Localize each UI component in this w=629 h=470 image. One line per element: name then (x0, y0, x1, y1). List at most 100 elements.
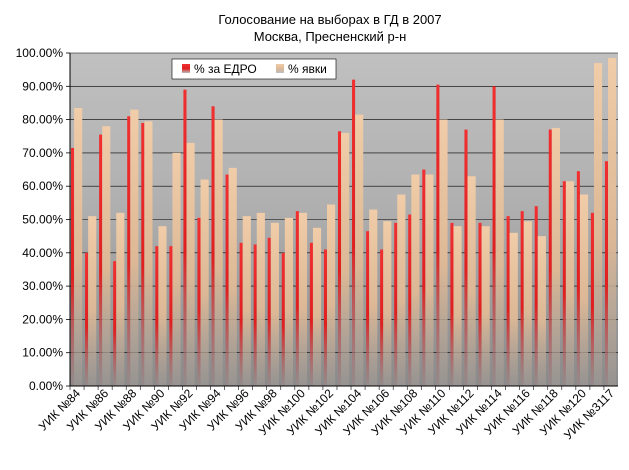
bar-edro (281, 252, 285, 386)
bar-edro (211, 106, 215, 386)
bar-turnout (481, 226, 490, 386)
bar-edro (309, 242, 313, 386)
bar-turnout (270, 222, 279, 386)
bar-edro (323, 249, 328, 386)
bar-turnout (608, 57, 617, 387)
bar-turnout (397, 194, 406, 386)
bar-turnout (565, 181, 575, 386)
bar-edro (267, 237, 271, 386)
legend-label-edro: % за ЕДРО (194, 62, 257, 76)
bar-turnout (383, 221, 392, 386)
bar-turnout (158, 226, 167, 386)
bar-turnout (116, 212, 125, 386)
bar-edro (169, 246, 173, 386)
y-tick-label: 10.00% (22, 346, 63, 360)
bar-edro (520, 211, 524, 386)
legend: % за ЕДРО % явки (171, 58, 337, 80)
bar-turnout (298, 212, 308, 386)
bar-edro (239, 242, 243, 386)
bar-edro (85, 252, 89, 386)
bar-edro (534, 206, 538, 386)
y-tick-label: 40.00% (22, 246, 63, 260)
chart-subtitle: Москва, Пресненский р-н (254, 29, 407, 44)
y-tick-label: 20.00% (22, 312, 63, 326)
legend-box (171, 58, 337, 80)
bar-edro (99, 134, 103, 386)
bar-turnout (369, 209, 378, 386)
bar-edro (253, 244, 257, 386)
bar-edro (127, 116, 131, 387)
bar-edro (604, 161, 609, 386)
y-tick-label: 100.00% (16, 46, 64, 60)
bars (71, 57, 617, 387)
y-tick-label: 70.00% (22, 146, 63, 160)
bar-turnout (411, 174, 420, 386)
bar-edro (450, 222, 454, 386)
bar-turnout (144, 121, 153, 386)
bar-turnout (214, 119, 223, 386)
bar-edro (337, 131, 342, 386)
bar-turnout (200, 179, 209, 386)
bar-edro (295, 211, 299, 386)
bar-edro (436, 84, 440, 386)
bar-turnout (509, 232, 518, 386)
bar-turnout (256, 212, 265, 386)
bar-edro (155, 246, 159, 386)
bar-edro (548, 129, 552, 386)
bar-turnout (355, 114, 364, 386)
bar-turnout (495, 119, 504, 386)
bar-turnout (439, 119, 448, 386)
bar-turnout (186, 142, 195, 386)
bar-edro (380, 249, 384, 386)
bar-edro (183, 89, 187, 386)
bar-edro (225, 174, 229, 386)
legend-swatch-edro (182, 64, 190, 73)
bar-turnout (537, 236, 546, 386)
bar-edro (408, 214, 412, 386)
bar-edro (590, 212, 594, 386)
bar-turnout (102, 126, 111, 386)
bar-edro (352, 79, 356, 386)
legend-label-turnout: % явки (288, 62, 327, 76)
bar-turnout (74, 107, 83, 386)
bar-turnout (284, 217, 294, 386)
chart-title: Голосование на выборах в ГД в 2007 (218, 12, 441, 27)
bar-turnout (579, 194, 589, 386)
bar-edro (197, 217, 201, 386)
bar-turnout (341, 132, 350, 386)
bar-turnout (242, 216, 251, 386)
bar-edro (394, 222, 398, 386)
y-axis-ticks: 0.00% 10.00% 20.00% 30.00% 40.00% 50.00% 60.00… (16, 46, 70, 393)
bar-edro (113, 261, 117, 386)
bar-edro (366, 231, 370, 386)
bar-turnout (228, 167, 237, 386)
bar-edro (576, 171, 580, 386)
bar-turnout (551, 127, 560, 387)
bar-edro (141, 122, 145, 387)
bar-edro (506, 216, 510, 386)
bar-turnout (312, 227, 322, 386)
bar-edro (562, 181, 566, 386)
bar-edro (422, 169, 426, 386)
bar-turnout (467, 176, 476, 386)
bar-turnout (523, 221, 532, 386)
bar-turnout (327, 204, 336, 386)
bar-turnout (593, 62, 603, 387)
bar-edro (464, 129, 468, 386)
bar-edro (478, 222, 482, 386)
y-tick-label: 30.00% (22, 279, 63, 293)
y-tick-label: 0.00% (29, 379, 63, 393)
bar-turnout (425, 174, 434, 386)
bar-turnout (453, 226, 462, 386)
y-tick-label: 50.00% (22, 213, 63, 227)
legend-swatch-turnout (276, 64, 284, 73)
bar-turnout (172, 152, 181, 386)
y-tick-label: 90.00% (22, 79, 63, 93)
bar-turnout (130, 109, 139, 387)
bar-turnout (88, 216, 97, 386)
bar-edro (71, 147, 75, 386)
bar-edro (492, 86, 496, 387)
y-tick-label: 80.00% (22, 113, 63, 127)
